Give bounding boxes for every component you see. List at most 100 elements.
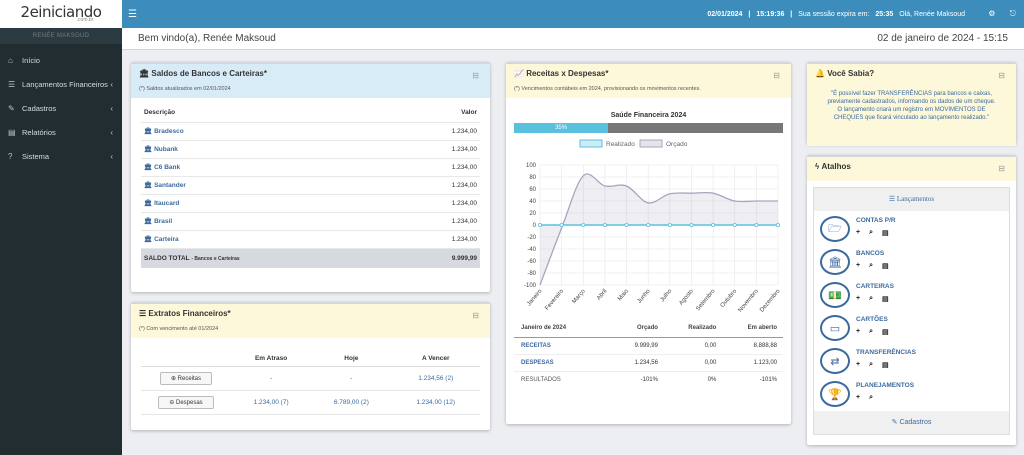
current-date: 02/01/2024 <box>707 10 743 18</box>
receitas-title: Receitas x Despesas* <box>526 69 609 78</box>
search-icon[interactable]: ⌕ <box>869 394 874 401</box>
summary-aberto: -101% <box>722 370 783 388</box>
report-icon[interactable]: ▤ <box>882 329 889 336</box>
sidebar-item-0[interactable]: ⌂ Início <box>0 48 122 72</box>
bank-name[interactable]: Santander <box>154 182 186 189</box>
y-tick-label: -20 <box>527 235 536 241</box>
logo-subtext: .com.br <box>76 17 94 23</box>
minimize-icon[interactable]: ⊟ <box>998 71 1005 80</box>
add-icon[interactable]: + <box>856 394 861 401</box>
search-icon[interactable]: ⌕ <box>869 229 874 236</box>
session-info: 02/01/2024 | 15:19:36 | Sua sessão expir… <box>703 11 965 18</box>
report-icon[interactable]: ▤ <box>882 296 889 303</box>
report-icon[interactable]: ▤ <box>882 230 889 237</box>
list-icon: ☰ <box>139 309 147 318</box>
search-icon[interactable]: ⌕ <box>869 295 874 302</box>
welcome-bar: Bem vindo(a), Renée Maksoud 02 de janeir… <box>122 28 1024 50</box>
folder-icon[interactable]: 🗁 <box>820 216 850 242</box>
exchange-icon[interactable]: ⇄ <box>820 348 850 374</box>
search-icon[interactable]: ⌕ <box>869 328 874 335</box>
add-icon[interactable]: + <box>856 262 861 269</box>
cadastros-link[interactable]: ✎ Cadastros <box>814 411 1009 434</box>
table-row: 🏛 Santander 1.234,00 <box>141 175 480 194</box>
col-hoje: Hoje <box>311 352 392 367</box>
table-row: 🏛 Bradesco 1.234,00 <box>141 121 480 140</box>
x-tick-label: Maio <box>617 288 630 302</box>
bank-name[interactable]: Nubank <box>154 146 178 153</box>
chevron-left-icon: ‹ <box>110 151 113 161</box>
x-tick-label: Junho <box>637 288 653 305</box>
health-progress-fill: 35% <box>514 123 609 133</box>
minimize-icon[interactable]: ⊟ <box>998 164 1005 173</box>
bank-icon[interactable]: 🏛 <box>820 249 850 275</box>
logo-text: 2einiciando <box>20 3 102 21</box>
dashboard-icon: ⌂ <box>8 55 13 65</box>
bank-name[interactable]: Brasil <box>154 218 173 225</box>
y-tick-label: -40 <box>527 247 536 253</box>
x-tick-label: Setembro <box>695 288 717 312</box>
sidebar-item-4[interactable]: ? Sistema ‹ <box>0 144 122 168</box>
sidebar-item-2[interactable]: ✎ Cadastros ‹ <box>0 96 122 120</box>
file-icon: ▤ <box>8 127 16 137</box>
add-icon[interactable]: + <box>856 361 861 368</box>
menu-toggle-icon[interactable]: ☰ <box>128 8 137 20</box>
minimize-icon[interactable]: ⊟ <box>472 71 479 80</box>
add-icon[interactable]: + <box>856 295 861 302</box>
add-icon[interactable]: + <box>856 229 861 236</box>
session-label: Sua sessão expira em: <box>798 10 870 18</box>
realizado-point <box>559 223 564 228</box>
settings-icon[interactable]: ⚙ <box>988 9 996 18</box>
search-icon[interactable]: ⌕ <box>869 262 874 269</box>
report-icon[interactable]: ▤ <box>882 362 889 369</box>
hoje-value: 6.789,00 (2) <box>311 390 392 415</box>
summary-row: DESPESAS 1.234,56 0,00 1.123,00 <box>514 353 783 371</box>
cadastros-label: Cadastros <box>899 419 932 426</box>
money-icon[interactable]: 💵 <box>820 282 850 308</box>
voce-sabia-body: 🔔 Você Sabia? ⊟ "É possível fazer TRANSF… <box>807 64 1016 146</box>
realizado-point <box>624 223 629 228</box>
receitas-button[interactable]: ⊕ Receitas <box>159 371 213 385</box>
shortcut-label: TRANSFERÊNCIAS <box>856 349 916 356</box>
orcado-area <box>540 173 778 285</box>
shortcut-3: ▭ CARTÕES + ⌕ ▤ <box>814 314 1009 347</box>
logo[interactable]: 2einiciando .com.br <box>0 0 122 28</box>
bell-icon: 🔔 <box>815 69 825 78</box>
bank-name[interactable]: Itaucard <box>154 200 180 207</box>
sidebar-item-1[interactable]: ☰ Lançamentos Financeiros ‹ <box>0 72 122 96</box>
button-label: Receitas <box>177 375 202 382</box>
a-vencer-value: 1.234,00 (12) <box>391 390 480 415</box>
bank-name[interactable]: Bradesco <box>154 128 184 135</box>
help-icon: ? <box>8 151 13 161</box>
shortcut-label: CONTAS P/R <box>856 217 896 224</box>
sidebar-item-3[interactable]: ▤ Relatórios ‹ <box>0 120 122 144</box>
atalhos-panel: ϟ Atalhos ⊟ ☰ Lançamentos 🗁 CONTAS P/R +… <box>807 155 1016 445</box>
lancamentos-section[interactable]: ☰ Lançamentos <box>814 188 1009 211</box>
list-icon: ☰ <box>8 79 16 89</box>
session-countdown: 25:35 <box>875 10 894 18</box>
minimize-icon[interactable]: ⊟ <box>472 311 479 320</box>
table-row: 🏛 Nubank 1.234,00 <box>141 139 480 158</box>
summary-row: RESULTADOS -101% 0% -101% <box>514 370 783 388</box>
despesas-button[interactable]: ⊖ Despesas <box>158 395 214 409</box>
logout-icon[interactable]: ⎋ <box>1009 9 1016 18</box>
report-icon[interactable]: ▤ <box>882 263 889 270</box>
minimize-icon[interactable]: ⊟ <box>773 71 780 80</box>
y-tick-label: 100 <box>526 163 537 169</box>
x-tick-label: Novembro <box>738 288 761 314</box>
y-tick-label: -80 <box>527 271 536 277</box>
extratos-header: ☰ Extratos Financeiros* (*) Com vencimen… <box>131 304 490 338</box>
receitas-header: 📈 Receitas x Despesas* (*) Vencimentos c… <box>506 64 791 98</box>
trophy-icon[interactable]: 🏆 <box>820 381 850 407</box>
bank-name[interactable]: Carteira <box>154 236 179 243</box>
table-row: 🏛 C6 Bank 1.234,00 <box>141 157 480 176</box>
add-icon[interactable]: + <box>856 328 861 335</box>
credit-card-icon[interactable]: ▭ <box>820 315 850 341</box>
user-greeting[interactable]: Olá, Renée Maksoud <box>899 10 965 18</box>
search-icon[interactable]: ⌕ <box>869 361 874 368</box>
x-tick-label: Julho <box>660 288 674 303</box>
button-label: Despesas <box>176 399 203 406</box>
realizado-point <box>754 223 759 228</box>
y-tick-label: 80 <box>529 175 536 181</box>
top-navbar: ☰ 02/01/2024 | 15:19:36 | Sua sessão exp… <box>122 0 1024 28</box>
bank-name[interactable]: C6 Bank <box>154 164 181 171</box>
